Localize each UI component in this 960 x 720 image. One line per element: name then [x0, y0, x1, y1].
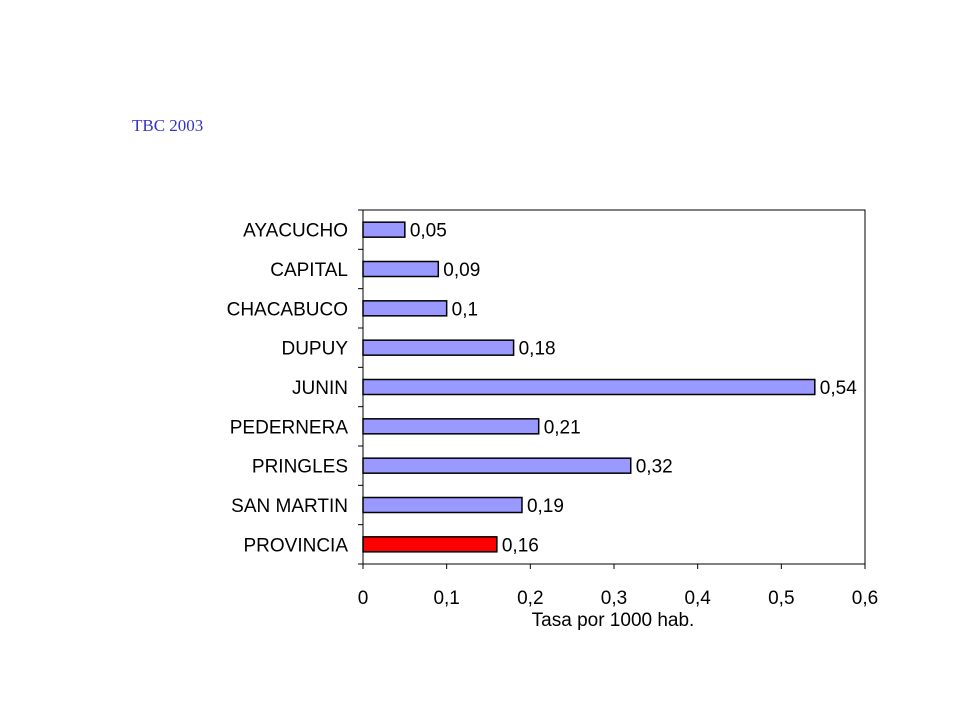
category-label: JUNIN	[292, 378, 348, 399]
axes-layer: AYACUCHO CAPITAL CHACABUCO DUPUY JUNIN PEDERN…	[227, 209, 878, 609]
x-tick-label: 0,2	[517, 588, 543, 609]
bar-san-martin	[362, 496, 523, 514]
category-label: PRINGLES	[252, 457, 348, 478]
x-tick-label: 0,6	[852, 588, 878, 609]
bar-ayacucho	[362, 221, 406, 238]
bar-dupuy	[362, 339, 515, 356]
slide-title: TBC 2003	[132, 116, 204, 135]
category-label: PEDERNERA	[230, 417, 349, 438]
x-tick-label: 0,3	[601, 588, 627, 609]
bar-pedernera	[362, 418, 540, 435]
value-label: 0,16	[502, 535, 539, 556]
value-label: 0,21	[544, 417, 581, 438]
category-label: DUPUY	[281, 339, 348, 360]
value-label: 0,05	[410, 221, 447, 242]
bar-chacabuco	[362, 300, 448, 317]
value-label: 0,32	[636, 457, 673, 478]
bar-capital	[362, 260, 440, 278]
category-label: CAPITAL	[270, 260, 348, 281]
x-tick-label: 0,4	[684, 588, 711, 609]
value-label: 0,54	[820, 378, 857, 399]
value-label: 0,09	[443, 260, 480, 281]
category-label: SAN MARTIN	[231, 496, 348, 517]
x-tick-label: 0,1	[433, 588, 459, 609]
category-label: CHACABUCO	[227, 299, 348, 320]
bar-provincia	[362, 536, 498, 553]
x-tick-label: 0,5	[768, 588, 794, 609]
bars-layer: 0,05 0,09 0,1 0,18 0,54 0,21 0,32 0,19 0,16	[362, 221, 857, 556]
bar-pringles	[362, 457, 632, 474]
value-label: 0,1	[452, 299, 478, 320]
value-label: 0,18	[519, 339, 556, 360]
x-axis-title: Tasa por 1000 hab.	[532, 610, 695, 631]
value-label: 0,19	[527, 496, 564, 517]
bar-junin	[362, 378, 816, 396]
category-label: AYACUCHO	[243, 221, 348, 242]
x-tick-label: 0	[358, 588, 369, 609]
category-label: PROVINCIA	[243, 535, 348, 556]
